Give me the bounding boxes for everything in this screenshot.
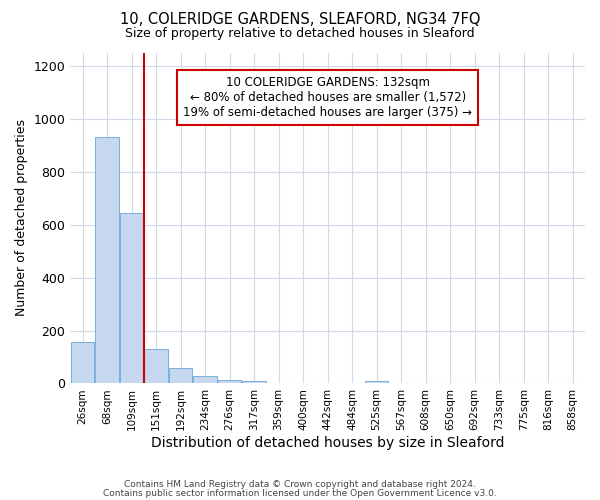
Text: Contains HM Land Registry data © Crown copyright and database right 2024.: Contains HM Land Registry data © Crown c… bbox=[124, 480, 476, 489]
Bar bbox=[242, 382, 266, 384]
Bar bbox=[193, 376, 217, 384]
Bar bbox=[145, 349, 168, 384]
Bar bbox=[365, 381, 388, 384]
X-axis label: Distribution of detached houses by size in Sleaford: Distribution of detached houses by size … bbox=[151, 436, 505, 450]
Bar bbox=[169, 368, 192, 384]
Text: Contains public sector information licensed under the Open Government Licence v3: Contains public sector information licen… bbox=[103, 488, 497, 498]
Text: 10, COLERIDGE GARDENS, SLEAFORD, NG34 7FQ: 10, COLERIDGE GARDENS, SLEAFORD, NG34 7F… bbox=[120, 12, 480, 28]
Bar bbox=[71, 342, 94, 384]
Text: Size of property relative to detached houses in Sleaford: Size of property relative to detached ho… bbox=[125, 28, 475, 40]
Bar bbox=[218, 380, 241, 384]
Bar bbox=[120, 212, 143, 384]
Bar bbox=[95, 137, 119, 384]
Text: 10 COLERIDGE GARDENS: 132sqm
← 80% of detached houses are smaller (1,572)
19% of: 10 COLERIDGE GARDENS: 132sqm ← 80% of de… bbox=[183, 76, 472, 118]
Y-axis label: Number of detached properties: Number of detached properties bbox=[15, 120, 28, 316]
